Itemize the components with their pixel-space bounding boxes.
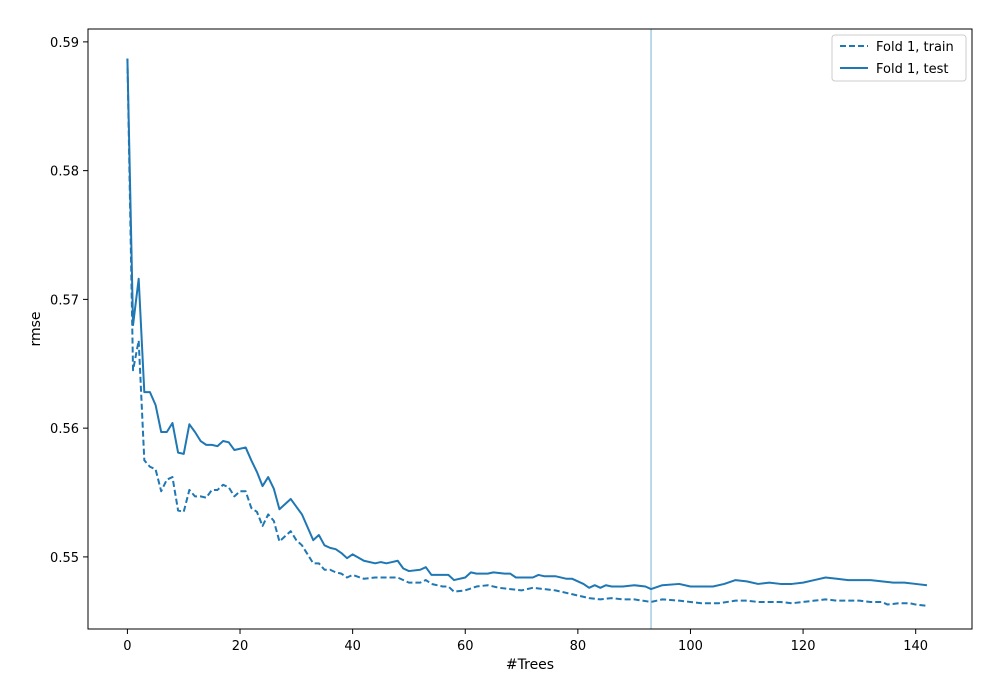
legend-label-test: Fold 1, test (876, 62, 948, 77)
legend-label-train: Fold 1, train (876, 40, 954, 55)
series-line-test (126, 58, 928, 591)
x-axis-ticks: 0 20 40 60 80 100 120 140 (123, 629, 928, 654)
x-tick-label: 120 (791, 639, 816, 654)
legend-box (831, 34, 967, 82)
series-line-train (126, 58, 928, 607)
legend: Fold 1, train Fold 1, test (831, 34, 967, 82)
y-tick-label: 0.57 (50, 293, 79, 308)
y-tick-label: 0.56 (50, 422, 79, 437)
y-tick-label: 0.58 (50, 165, 79, 180)
x-tick-label: 80 (570, 639, 587, 654)
x-tick-label: 100 (678, 639, 703, 654)
x-tick-label: 0 (123, 639, 131, 654)
plot-area (126, 29, 928, 629)
x-axis-label: #Trees (506, 657, 554, 673)
y-tick-label: 0.59 (50, 36, 79, 51)
x-tick-label: 60 (457, 639, 474, 654)
y-axis-ticks: 0.55 0.56 0.57 0.58 0.59 (50, 36, 88, 566)
x-tick-label: 140 (903, 639, 928, 654)
axes-frame (87, 28, 973, 630)
y-tick-label: 0.55 (50, 551, 79, 566)
x-tick-label: 40 (344, 639, 361, 654)
y-axis-label: rmse (28, 311, 44, 346)
x-tick-label: 20 (232, 639, 249, 654)
